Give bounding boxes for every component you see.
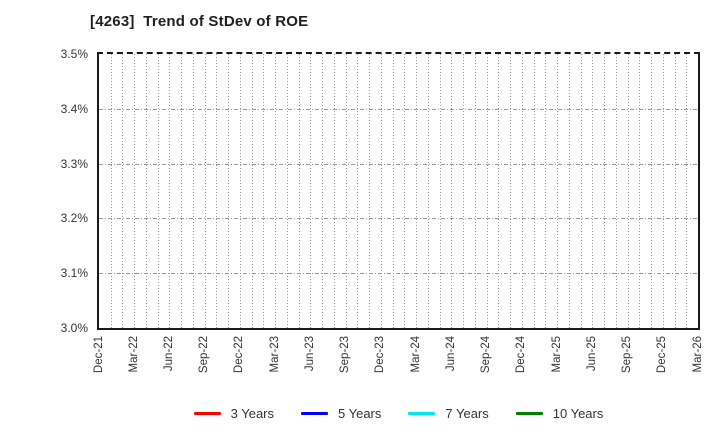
gridline-vertical xyxy=(662,54,664,328)
x-tick-label: Jun-24 xyxy=(444,336,457,372)
legend: 3 Years 5 Years 7 Years 10 Years xyxy=(97,401,700,425)
gridline-vertical xyxy=(427,54,429,328)
gridline-vertical xyxy=(122,54,124,328)
gridline-vertical xyxy=(521,54,523,328)
legend-line-10-years xyxy=(515,411,543,415)
gridline-vertical xyxy=(580,54,582,328)
gridline-vertical xyxy=(416,54,418,328)
legend-item-7-years: 7 Years xyxy=(408,405,489,421)
gridline-vertical xyxy=(510,54,512,328)
gridline-vertical xyxy=(557,54,559,328)
legend-item-5-years: 5 Years xyxy=(301,406,381,421)
gridline-vertical xyxy=(568,54,570,328)
gridline-vertical xyxy=(380,54,382,328)
gridline-vertical xyxy=(592,54,594,328)
gridline-vertical xyxy=(134,54,136,328)
y-tick-label: 3.4% xyxy=(60,101,88,116)
plot-area xyxy=(97,52,700,330)
gridline-vertical xyxy=(498,54,500,328)
gridline-vertical xyxy=(463,54,465,328)
legend-line-7-years xyxy=(408,411,436,415)
legend-line-5-years xyxy=(301,411,328,415)
gridline-vertical xyxy=(686,54,688,328)
x-tick-label: Sep-24 xyxy=(480,336,493,374)
gridline-vertical xyxy=(451,54,453,328)
y-tick-label: 3.2% xyxy=(60,211,88,226)
gridline-vertical xyxy=(216,54,218,328)
x-tick-label: Dec-25 xyxy=(656,336,669,374)
legend-label: 5 Years xyxy=(338,405,382,421)
gridline-vertical xyxy=(228,54,230,328)
legend-label: 3 Years xyxy=(230,405,274,421)
x-tick-label: Dec-23 xyxy=(374,336,387,374)
gridline-vertical xyxy=(545,54,547,328)
x-tick-label: Dec-24 xyxy=(515,336,528,374)
legend-item-10-years: 10 Years xyxy=(515,405,604,421)
x-tick-label: Sep-22 xyxy=(198,336,211,374)
gridline-vertical xyxy=(615,54,617,328)
legend-line-3-years xyxy=(193,411,221,415)
gridline-vertical xyxy=(181,54,183,328)
gridline-vertical xyxy=(674,54,676,328)
gridline-vertical xyxy=(474,54,476,328)
gridline-vertical xyxy=(204,54,206,328)
x-tick-label: Mar-25 xyxy=(550,336,563,373)
gridline-vertical xyxy=(239,54,241,328)
gridline-vertical xyxy=(110,54,112,328)
x-tick-label: Sep-23 xyxy=(339,336,352,374)
gridline-vertical xyxy=(263,54,265,328)
x-tick-label: Mar-24 xyxy=(409,336,422,373)
gridline-vertical xyxy=(651,54,653,328)
x-tick-label: Mar-23 xyxy=(268,336,281,373)
gridline-vertical xyxy=(333,54,335,328)
x-tick-label: Sep-25 xyxy=(621,336,634,374)
gridline-vertical xyxy=(357,54,359,328)
gridline-horizontal xyxy=(99,163,698,165)
gridline-vertical xyxy=(627,54,629,328)
gridline-vertical xyxy=(275,54,277,328)
x-tick-label: Jun-25 xyxy=(585,336,598,372)
gridline-vertical xyxy=(286,54,288,328)
y-tick-label: 3.3% xyxy=(60,156,88,171)
x-tick-label: Dec-22 xyxy=(233,336,246,374)
gridline-vertical xyxy=(192,54,194,328)
gridline-vertical xyxy=(604,54,606,328)
gridline-horizontal xyxy=(99,218,698,220)
x-tick-label: Dec-21 xyxy=(92,336,105,374)
gridline-vertical xyxy=(298,54,300,328)
gridline-vertical xyxy=(533,54,535,328)
gridline-vertical xyxy=(145,54,147,328)
gridline-horizontal xyxy=(99,273,698,275)
gridline-vertical xyxy=(310,54,312,328)
x-tick-label: Mar-22 xyxy=(127,336,140,373)
gridline-vertical xyxy=(322,54,324,328)
x-tick-label: Mar-26 xyxy=(691,336,704,373)
gridline-horizontal xyxy=(99,108,698,110)
gridline-vertical xyxy=(369,54,371,328)
gridline-vertical xyxy=(157,54,159,328)
gridline-vertical xyxy=(439,54,441,328)
gridline-vertical xyxy=(486,54,488,328)
gridline-vertical xyxy=(345,54,347,328)
y-tick-label: 3.0% xyxy=(60,321,88,335)
gridline-vertical xyxy=(404,54,406,328)
legend-label: 10 Years xyxy=(552,405,604,421)
gridline-vertical xyxy=(639,54,641,328)
gridline-vertical xyxy=(169,54,171,328)
x-tick-label: Jun-22 xyxy=(162,336,175,372)
y-tick-label: 3.1% xyxy=(60,266,88,281)
legend-item-3-years: 3 Years xyxy=(193,405,274,421)
chart-title: [4263] Trend of StDev of ROE xyxy=(90,13,309,30)
legend-label: 7 Years xyxy=(445,405,489,421)
gridline-vertical xyxy=(251,54,253,328)
y-tick-label: 3.5% xyxy=(60,47,88,61)
gridline-vertical xyxy=(392,54,394,328)
x-tick-label: Jun-23 xyxy=(303,336,316,372)
